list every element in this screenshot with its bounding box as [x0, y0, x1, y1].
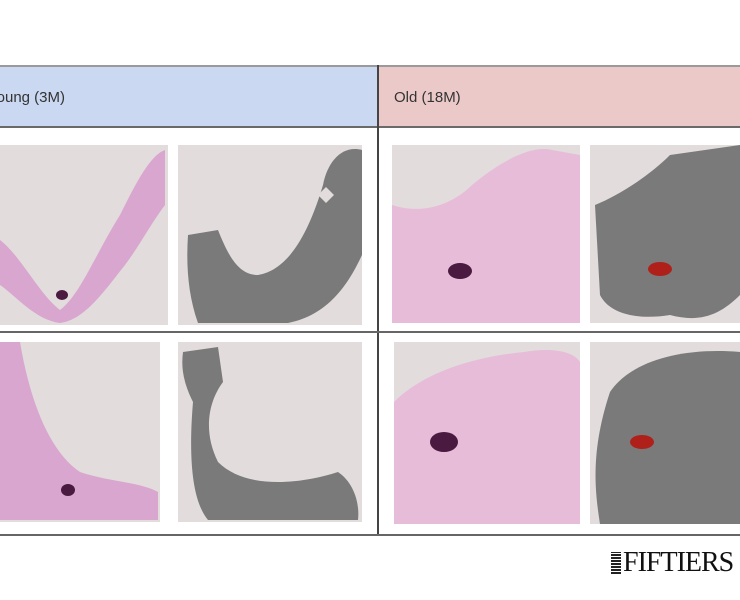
- row-divider: [0, 331, 740, 333]
- barcode-icon: [611, 552, 621, 574]
- young-he-image-1: [0, 145, 168, 325]
- young-he-image-2: [0, 342, 160, 522]
- old-label: Old (18M): [394, 89, 461, 106]
- young-label: Young (3M): [0, 89, 65, 106]
- old-he-image-1: [392, 145, 580, 323]
- old-mask-image-1: [590, 145, 740, 323]
- group-divider: [377, 65, 379, 535]
- bottom-divider: [0, 534, 740, 536]
- header-old: Old (18M): [378, 65, 740, 128]
- old-mask-image-2: [590, 342, 740, 524]
- young-mask-image-2: [178, 342, 362, 522]
- old-he-image-2: [394, 342, 580, 524]
- header-young: Young (3M): [0, 65, 378, 128]
- watermark-text: FIFTIERS: [623, 547, 734, 578]
- watermark-logo: FIFTIERS: [611, 547, 734, 579]
- young-mask-image-1: [178, 145, 362, 325]
